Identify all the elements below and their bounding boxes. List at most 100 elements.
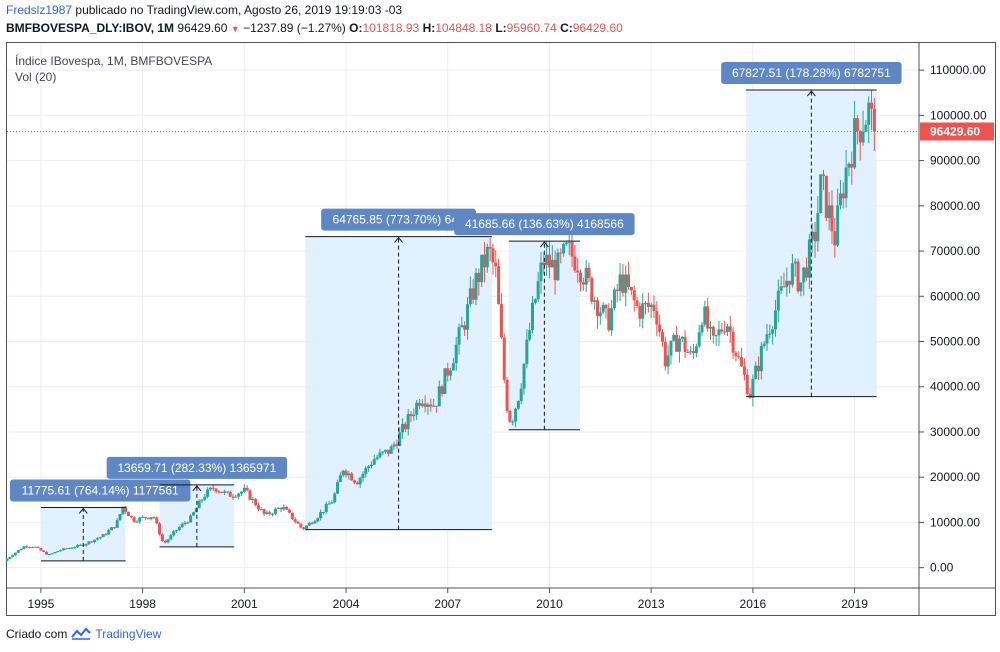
candle-body [143,516,147,519]
candle-body [768,333,772,335]
candle-body [649,304,653,308]
candle-body [437,386,441,407]
candle-body [265,512,269,514]
down-arrow-icon: ▼ [230,24,240,34]
volume-indicator-label[interactable]: Vol (20) [15,70,57,84]
candle-body [177,527,181,531]
candle-body [474,272,478,300]
x-tick-label: 2013 [638,597,665,611]
high-label: H: [422,21,436,35]
candle-body [293,519,297,522]
candle-body [84,543,88,546]
candle-body [214,488,218,492]
candle-body [655,311,659,325]
candle-body [242,487,246,492]
candle-body [858,131,862,143]
measure-arrow-head [394,236,403,243]
candle-body [93,539,97,543]
measure-range-3 [305,236,492,530]
candle-body [194,508,198,513]
candle-body [344,470,348,476]
measure-label-text: 41685.66 (136.63%) 4168566 [465,217,624,231]
candle-body [327,503,331,505]
candle-body [104,534,108,536]
price-chart[interactable]: 11775.61 (764.14%) 1177561 13659.71 (282.… [6,42,996,616]
author-link[interactable]: Fredslz1987 [6,3,73,17]
candle-body [254,498,258,506]
candle-body [734,352,738,357]
candle-body [333,493,337,503]
candle-body [785,280,789,287]
candle-body [11,555,15,557]
open-label: O: [349,21,363,35]
candle-body [208,487,212,490]
candle-body [124,506,128,512]
candle-body [824,175,828,218]
candle-body [288,509,292,513]
candle-body [618,274,622,292]
candle-body [251,498,255,500]
candle-body [369,464,373,467]
candle-body [562,244,566,254]
candle-body [296,521,300,524]
candle-body [607,308,611,331]
measure-label-text: 64765.85 (773.70%) 647 [333,213,465,227]
candle-body [22,546,26,549]
candle-body [799,282,803,292]
last-price-tag [920,122,994,141]
candle-body [511,421,515,423]
candle-body [338,475,342,483]
candle-body [347,473,351,476]
candle-body [138,517,142,522]
candle-body [663,341,667,367]
candle-body [30,547,34,549]
candle-body [689,351,693,353]
candle-body [8,556,12,559]
x-tick-label: 2001 [231,597,258,611]
candle-body [847,163,851,168]
candle-body [499,304,503,338]
candle-body [762,343,766,346]
candle-body [779,286,783,291]
candle-body [612,289,616,309]
candle-body [50,553,54,555]
candle-body [440,386,444,395]
candle-body [604,304,608,309]
candle-body [482,254,486,268]
y-tick-label: 50000.00 [930,335,980,349]
candle-body [598,312,602,317]
candle-body [101,534,105,538]
measure-arrow-head [806,90,816,97]
candle-body [146,518,150,520]
candle-body [675,334,679,352]
candle-body [13,552,17,556]
candle-body [319,512,323,519]
candle-body [621,274,625,293]
candle-body [367,466,371,468]
candle-body [189,515,193,523]
candle-body [632,290,636,301]
candle-body [844,167,848,199]
candle-body [237,493,241,497]
candle-body [737,356,741,358]
candle-body [491,248,495,263]
candle-body [53,552,57,554]
candle-body [525,339,529,364]
candle-body [231,496,235,498]
candle-body [708,326,712,329]
candle-body [64,548,68,550]
candle-body [234,496,238,498]
candle-body [725,326,729,333]
candle-body [497,266,501,305]
candle-body [42,550,46,552]
candle-body [211,487,215,489]
tradingview-brand-link[interactable]: TradingView [95,627,162,641]
candle-body [867,102,871,125]
x-tick-label: 1998 [129,597,156,611]
x-tick-label: 2010 [536,597,563,611]
candle-body [73,547,77,549]
candle-body [624,274,628,293]
candle-body [872,108,876,132]
candle-body [336,482,340,494]
candle-body [98,537,102,539]
